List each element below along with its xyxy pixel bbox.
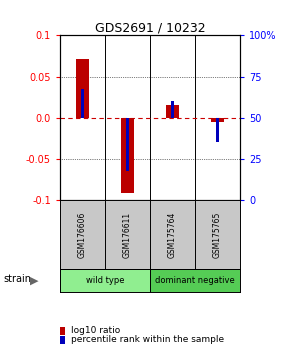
Bar xyxy=(76,59,89,118)
Text: dominant negative: dominant negative xyxy=(155,276,235,285)
Bar xyxy=(126,118,129,171)
Text: GSM175765: GSM175765 xyxy=(213,211,222,258)
Bar xyxy=(121,118,134,193)
Bar xyxy=(216,118,219,142)
Bar xyxy=(81,89,84,118)
Title: GDS2691 / 10232: GDS2691 / 10232 xyxy=(95,21,205,34)
Text: GSM176606: GSM176606 xyxy=(78,211,87,258)
Text: GSM175764: GSM175764 xyxy=(168,211,177,258)
Bar xyxy=(171,101,174,118)
Text: ▶: ▶ xyxy=(30,275,39,286)
Text: log10 ratio: log10 ratio xyxy=(71,326,121,335)
Text: GSM176611: GSM176611 xyxy=(123,211,132,258)
Text: strain: strain xyxy=(3,274,31,284)
Text: wild type: wild type xyxy=(86,276,124,285)
Bar xyxy=(60,269,150,292)
Bar xyxy=(150,269,240,292)
Bar xyxy=(166,105,179,118)
Text: percentile rank within the sample: percentile rank within the sample xyxy=(71,335,224,344)
Bar xyxy=(211,118,224,122)
